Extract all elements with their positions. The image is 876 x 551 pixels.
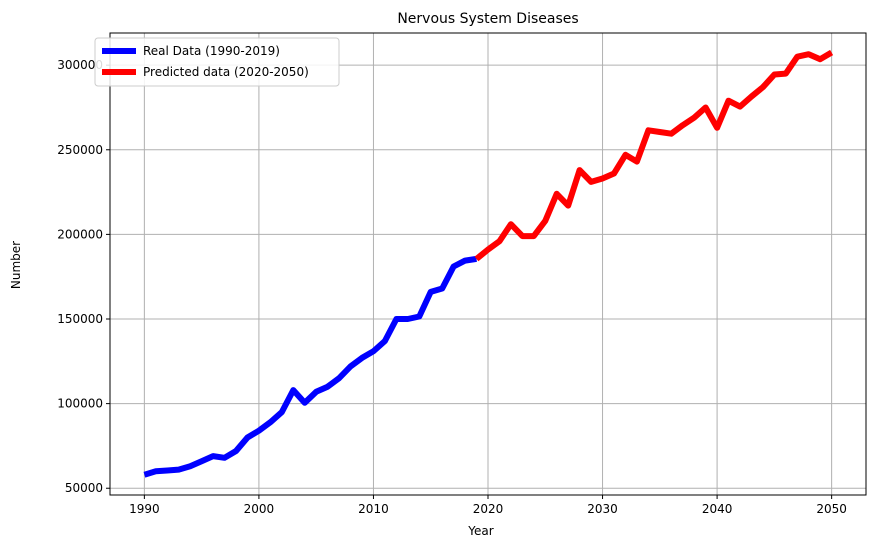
x-tick-label: 2050 <box>816 502 847 516</box>
x-tick-label: 1990 <box>129 502 160 516</box>
x-tick-label: 2040 <box>702 502 733 516</box>
x-axis-ticks: 1990 2000 2010 2020 2030 2040 2050 <box>129 495 847 516</box>
chart-title: Nervous System Diseases <box>397 11 578 27</box>
predicted-data-line <box>474 49 834 262</box>
y-tick-label: 300000 <box>57 58 103 72</box>
y-tick-label: 200000 <box>57 227 103 241</box>
series-lines <box>143 49 834 478</box>
x-tick-label: 2030 <box>587 502 618 516</box>
legend-label-predicted: Predicted data (2020-2050) <box>143 65 309 79</box>
y-tick-label: 150000 <box>57 312 103 326</box>
legend: Real Data (1990-2019) Predicted data (20… <box>94 37 340 87</box>
x-tick-label: 2000 <box>244 502 275 516</box>
y-tick-label: 100000 <box>57 397 103 411</box>
y-axis-label: Number <box>9 241 23 289</box>
x-axis-label: Year <box>467 524 493 538</box>
grid-lines <box>110 33 866 495</box>
y-tick-label: 250000 <box>57 143 103 157</box>
legend-box <box>94 37 340 87</box>
legend-label-real: Real Data (1990-2019) <box>143 44 280 58</box>
y-tick-label: 50000 <box>65 481 103 495</box>
x-tick-label: 2010 <box>358 502 389 516</box>
y-axis-ticks: 50000 100000 150000 200000 250000 300000 <box>57 58 110 495</box>
x-tick-label: 2020 <box>473 502 504 516</box>
real-data-line <box>143 255 477 478</box>
